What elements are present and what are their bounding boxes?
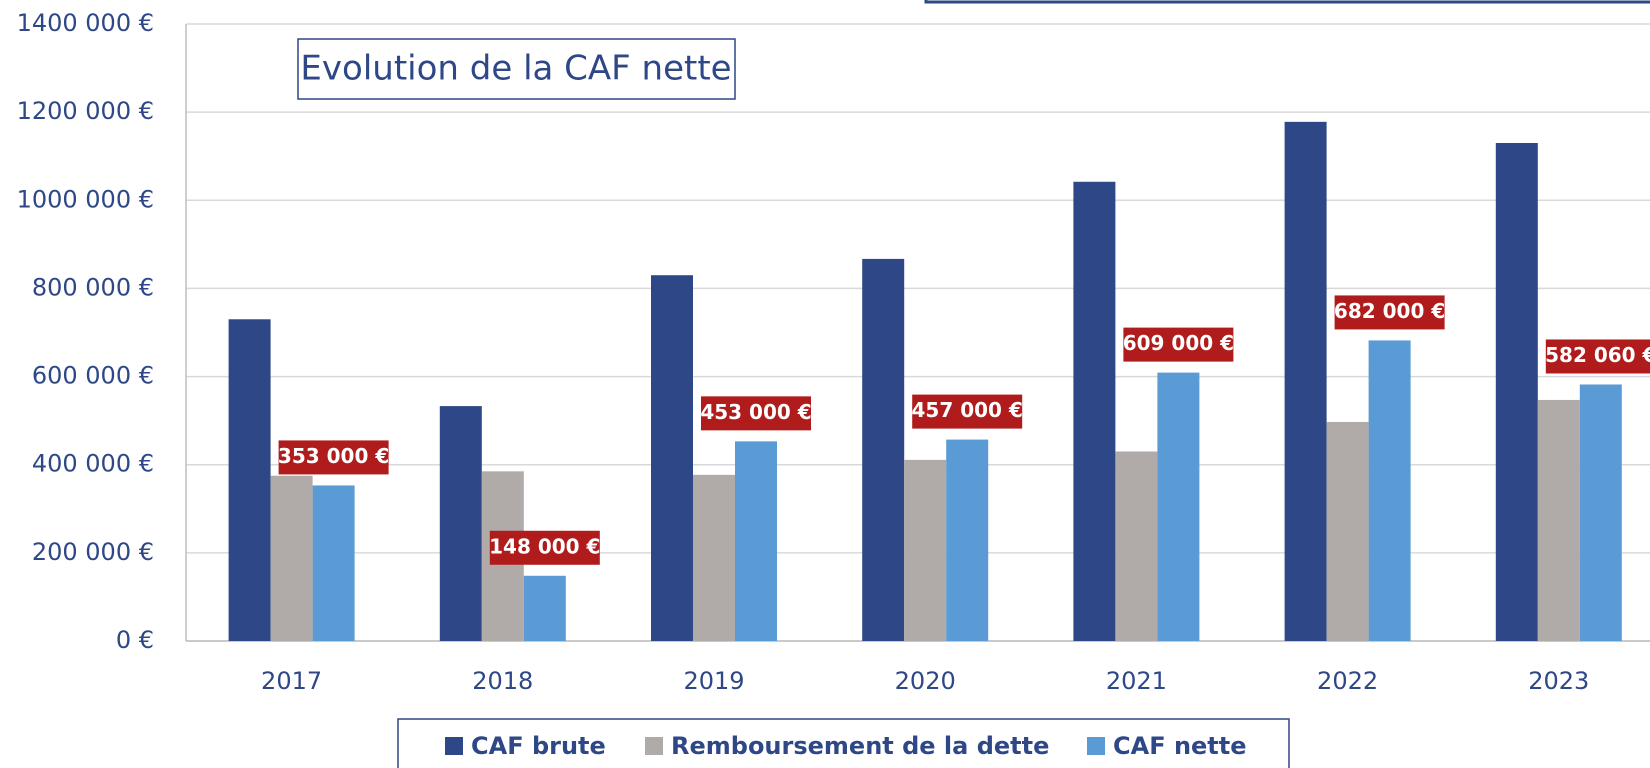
bar [1073, 181, 1116, 642]
y-tick-label: 1000 000 € [17, 185, 154, 213]
bar [862, 258, 905, 641]
x-tick-label: 2019 [683, 667, 744, 695]
x-tick-label: 2017 [261, 667, 322, 695]
bar [312, 485, 355, 641]
x-tick-label: 2023 [1528, 667, 1589, 695]
bar [228, 319, 271, 641]
bar [1368, 340, 1411, 641]
legend-swatch [645, 737, 663, 755]
value-label-bg [1334, 295, 1445, 330]
bar [946, 439, 989, 641]
legend-label: CAF nette [1113, 732, 1247, 760]
value-label-bg [489, 530, 600, 565]
x-tick-label: 2022 [1317, 667, 1378, 695]
x-tick-label: 2020 [895, 667, 956, 695]
legend-swatch [1087, 737, 1105, 755]
legend-label: Remboursement de la dette [671, 732, 1049, 760]
value-label: 457 000 € [912, 398, 1023, 422]
title-box [297, 38, 736, 100]
value-label: 148 000 € [489, 534, 600, 558]
value-label: 353 000 € [278, 444, 389, 468]
y-tick-label: 0 € [116, 626, 154, 654]
y-tick-label: 1200 000 € [17, 97, 154, 125]
bar [1495, 142, 1538, 641]
bar [1537, 399, 1580, 641]
value-label: 582 060 € [1545, 343, 1650, 367]
value-label-bg [1123, 327, 1234, 362]
legend-label: CAF brute [471, 732, 606, 760]
value-label-bg [701, 396, 811, 431]
y-tick-label: 1400 000 € [17, 9, 154, 37]
x-tick-label: 2021 [1106, 667, 1167, 695]
bar [523, 575, 566, 641]
bar [270, 475, 313, 641]
bar [1326, 421, 1369, 641]
value-label: 682 000 € [1334, 299, 1445, 323]
y-tick-label: 600 000 € [32, 362, 154, 390]
bar [1115, 451, 1158, 641]
bar [1284, 121, 1327, 642]
bar [904, 459, 947, 641]
chart-title: Evolution de la CAF nette [300, 49, 731, 89]
bar [439, 406, 482, 641]
bar [693, 474, 735, 641]
value-label: 453 000 € [700, 400, 811, 424]
y-tick-label: 400 000 € [32, 450, 154, 478]
legend-swatch [445, 737, 463, 755]
bar [1579, 384, 1622, 641]
value-label: 609 000 € [1123, 331, 1234, 355]
bar [1157, 372, 1200, 641]
value-label-bg [1545, 339, 1650, 374]
bar [735, 441, 777, 641]
x-tick-label: 2018 [472, 667, 533, 695]
decor-box [924, 0, 1650, 4]
y-tick-label: 800 000 € [32, 273, 154, 301]
y-tick-label: 200 000 € [32, 538, 154, 566]
bar [651, 275, 693, 641]
legend-box [397, 718, 1290, 768]
value-label-bg [278, 440, 389, 475]
value-label-bg [912, 394, 1023, 429]
